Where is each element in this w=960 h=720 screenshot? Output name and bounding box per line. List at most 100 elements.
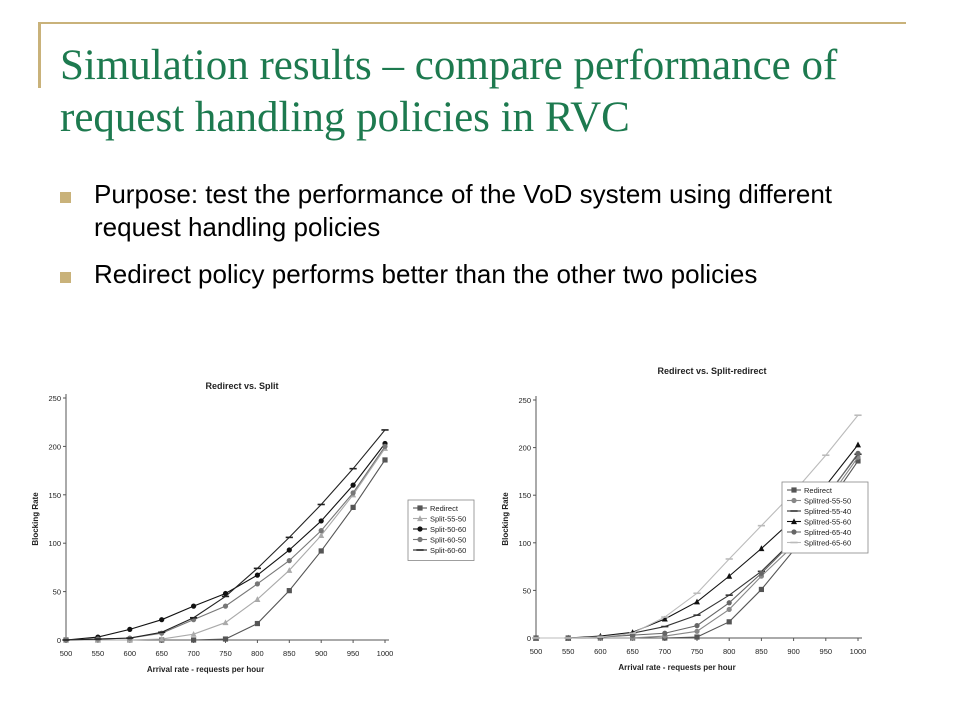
data-point [222,636,229,642]
data-point [222,619,229,626]
data-point [286,558,292,564]
data-point [350,504,356,510]
legend-box [781,481,869,554]
series-split-50-60 [63,440,388,643]
series-split-60-60 [62,429,389,641]
data-point [758,570,764,576]
x-tick-label: 500 [530,647,543,656]
bullet-marker [60,272,71,283]
legend-swatch-marker [417,505,423,511]
legend-label: Splitred-65-60 [804,539,851,548]
series-line [65,443,386,641]
legend-swatch-marker [417,526,423,532]
x-tick-label: 550 [92,649,105,658]
y-tick-label: 250 [48,394,61,403]
data-point [382,443,388,449]
data-point [254,581,260,587]
legend-label: Splitred-65-40 [804,528,851,537]
x-tick-label: 800 [251,649,264,658]
y-axis-label: Blocking Rate [31,492,40,546]
data-point [127,626,133,632]
legend-swatch-marker [791,497,797,504]
y-tick-label: 100 [48,539,61,548]
data-point [286,567,293,573]
data-point [726,572,733,579]
data-point [694,623,700,629]
legend-swatch-marker [791,487,797,493]
x-tick-label: 500 [60,649,73,658]
data-point [726,606,732,613]
legend-swatch-marker [417,515,423,522]
series-split-60-50 [63,443,388,643]
title-accent-vertical [38,22,41,88]
data-point [694,628,700,634]
x-tick-label: 800 [723,647,736,656]
chart-left-svg: Redirect vs. Split 0 50 100 150 200 250 500 550 6… [31,381,475,674]
x-tick-label: 850 [755,647,768,656]
bullet-item: Redirect policy performs better than the… [60,258,880,291]
x-tick-label: 900 [787,647,800,656]
data-point [318,518,324,524]
legend-label: Split-60-50 [430,536,466,545]
y-tick-label: 150 [518,491,531,500]
data-point [694,598,700,605]
x-tick-label: 950 [347,649,360,658]
y-tick-label: 50 [523,586,531,595]
legend-label: Splitred-55-60 [804,518,851,527]
data-point [222,603,229,609]
data-point [382,457,388,463]
y-tick-label: 150 [48,491,61,500]
x-tick-label: 750 [219,649,232,658]
data-point [694,634,700,640]
x-tick-label: 1000 [850,647,867,656]
data-point [855,441,861,448]
y-tick-label: 0 [527,634,531,643]
x-tick-label: 700 [659,647,672,656]
data-point [758,586,764,593]
bullet-marker [60,192,71,203]
series-line [65,446,386,641]
data-point [726,600,732,606]
legend-label: Redirect [804,486,833,495]
data-point [254,596,261,602]
data-point [286,588,292,594]
chart-title: Redirect vs. Split-redirect [657,366,766,376]
legend-swatch-marker [417,536,423,543]
legend-swatch-marker [791,518,797,525]
x-tick-label: 750 [691,647,704,656]
legend-label: Split-60-60 [430,546,466,555]
data-point [190,630,197,637]
x-tick-label: 600 [594,647,607,656]
bullet-text: Redirect policy performs better than the… [94,259,758,289]
data-point [318,548,324,554]
legend-label: Splitred-55-40 [804,507,851,516]
bullet-text: Purpose: test the performance of the VoD… [94,179,833,242]
y-tick-label: 100 [518,539,531,548]
data-point [855,458,861,464]
data-point [855,450,861,456]
legend-label: Split-50-60 [430,525,466,534]
x-axis-label: Arrival rate - requests per hour [618,663,735,672]
data-point [286,547,292,553]
y-tick-label: 50 [53,588,61,597]
data-point [159,617,165,623]
data-point [661,615,668,622]
legend-label: Redirect [430,504,459,513]
x-tick-label: 700 [187,649,200,658]
data-point [726,619,732,625]
data-point [191,603,197,609]
data-point [662,630,668,636]
chart-redirect-vs-split-redirect: Redirect vs. Split-redirect 0 50 100 150 200 2… [480,362,875,700]
y-tick-label: 200 [518,444,531,453]
chart-redirect-vs-split: Redirect vs. Split 0 50 100 150 200 250 500 550 6… [10,378,480,700]
title-accent-horizontal [40,22,906,24]
x-tick-label: 650 [626,647,639,656]
slide-title: Simulation results – compare performance… [60,42,838,141]
chart-title: Redirect vs. Split [205,381,278,391]
data-point [254,620,260,627]
x-tick-label: 650 [155,649,168,658]
data-point [191,637,197,643]
legend-label: Splitred-55-50 [804,497,851,506]
